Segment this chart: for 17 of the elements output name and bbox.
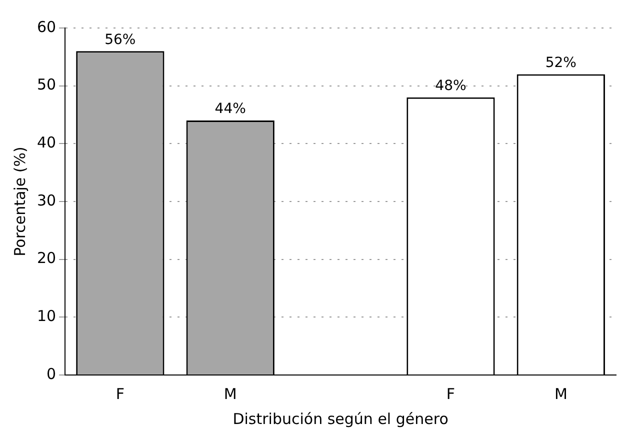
y-tick-label: 10	[36, 307, 56, 326]
y-tick-label: 50	[36, 76, 56, 94]
y-tick-label: 40	[36, 134, 56, 152]
data-label: 48%	[435, 78, 466, 94]
y-axis-title: Porcentaje (%)	[10, 146, 29, 256]
y-tick-label: 20	[36, 249, 56, 268]
x-tick-label: M	[224, 384, 237, 403]
x-tick-label: F	[446, 384, 456, 403]
x-axis-title: Distribución según el género	[232, 410, 448, 428]
data-label: 44%	[214, 101, 246, 118]
data-label: 56%	[104, 32, 136, 48]
y-tick-label: 60	[36, 18, 56, 36]
y-tick-label: 30	[36, 191, 56, 210]
y-tick-label: 0	[46, 364, 56, 383]
x-tick-label: F	[116, 384, 124, 403]
x-tick-label: M	[554, 384, 568, 403]
data-label: 52%	[545, 54, 576, 71]
